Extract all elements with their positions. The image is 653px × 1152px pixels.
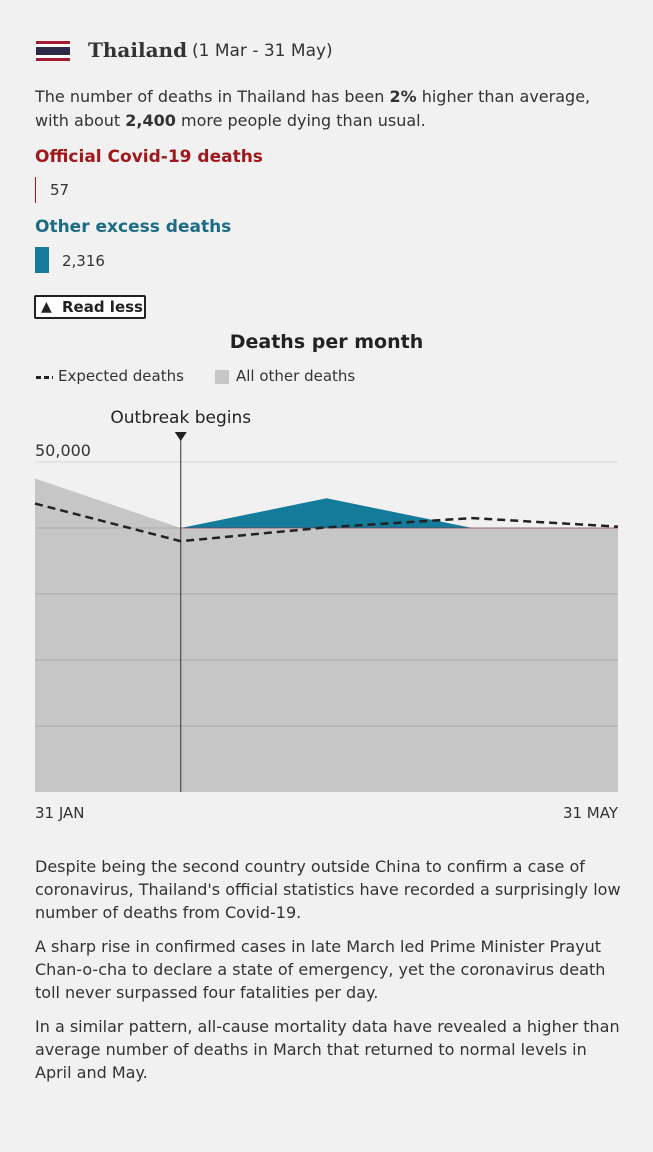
covid-deaths-label: Official Covid-19 deaths	[35, 147, 263, 167]
date-range: (1 Mar - 31 May)	[192, 41, 333, 61]
y-tick-label: 50,000	[35, 441, 91, 460]
chevron-up-icon: ▲︎	[41, 299, 52, 315]
country-title: Thailand	[88, 38, 188, 62]
excess-count: 2,400	[125, 111, 176, 130]
legend-other-swatch	[215, 370, 229, 384]
x-axis-end-label: 31 MAY	[563, 804, 619, 822]
other-excess-value: 2,316	[62, 252, 105, 270]
x-axis-start-label: 31 JAN	[35, 804, 85, 822]
other-excess-label: Other excess deaths	[35, 217, 232, 237]
read-less-label: Read less	[62, 298, 143, 316]
excess-percent: 2%	[389, 87, 417, 106]
paragraph: A sharp rise in confirmed cases in late …	[35, 937, 606, 1002]
paragraph: In a similar pattern, all-cause mortalit…	[35, 1017, 620, 1082]
article-body: Despite being the second country outside…	[35, 855, 625, 1095]
deaths-chart: Outbreak begins 50,000 31 JAN 31 MAY	[34, 408, 619, 822]
legend-expected-label: Expected deaths	[58, 367, 184, 385]
outbreak-annotation: Outbreak begins	[110, 408, 251, 428]
chart-title: Deaths per month	[229, 331, 424, 353]
excess-deaths-area	[180, 498, 473, 528]
legend-other-label: All other deaths	[236, 367, 356, 385]
legend-expected-swatch	[36, 376, 53, 379]
other-excess-bar	[35, 247, 49, 273]
read-less-button[interactable]: ▲︎ Read less	[34, 295, 146, 319]
outbreak-marker-icon	[174, 432, 187, 441]
covid-deaths-value: 57	[50, 181, 70, 199]
paragraph: Despite being the second country outside…	[35, 857, 621, 922]
thailand-flag-icon	[36, 41, 70, 61]
covid-deaths-bar	[35, 177, 36, 203]
summary-text: The number of deaths in Thailand has bee…	[35, 87, 591, 130]
